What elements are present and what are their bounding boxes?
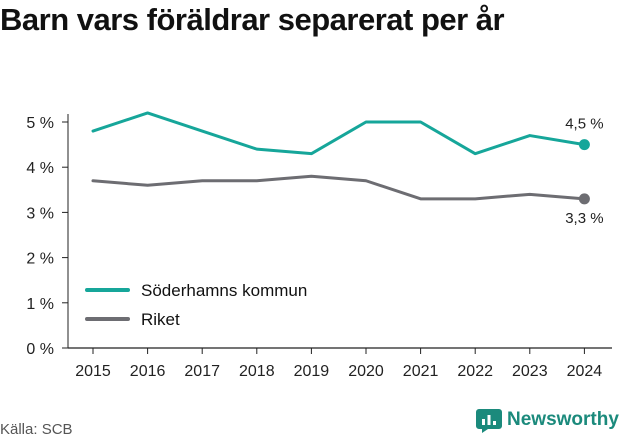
x-tick-label: 2021 xyxy=(403,363,439,380)
y-tick-label: 1 % xyxy=(26,296,54,313)
y-axis: 0 % 1 % 2 % 3 % 4 % 5 % xyxy=(26,114,69,358)
chart-title: Barn vars föräldrar separerat per år xyxy=(0,2,505,37)
source-note: Källa: SCB xyxy=(0,421,73,438)
series-layer: 4,5 % 3,3 % xyxy=(91,111,604,227)
series-end-label-1: 4,5 % xyxy=(565,116,603,133)
x-tick-label: 2015 xyxy=(75,363,111,380)
x-tick-label: 2020 xyxy=(348,363,384,380)
y-tick-label: 2 % xyxy=(26,251,54,268)
series-line-2 xyxy=(91,174,586,201)
legend-label-2: Riket xyxy=(141,310,180,329)
y-tick-label: 3 % xyxy=(26,205,54,222)
x-tick-label: 2016 xyxy=(130,363,166,380)
newsworthy-logo-icon xyxy=(476,409,502,433)
series-end-point-1 xyxy=(578,139,590,151)
x-tick-label: 2017 xyxy=(184,363,220,380)
x-axis: 2015 2016 2017 2018 2019 2020 2021 2022 2023 2024 xyxy=(68,347,612,380)
brand-logo[interactable]: Newsworthy xyxy=(476,407,619,433)
y-tick-label: 5 % xyxy=(26,115,54,132)
legend-label-1: Söderhamns kommun xyxy=(141,281,307,300)
series-end-point-2 xyxy=(578,193,590,205)
series-line-1 xyxy=(91,111,586,156)
y-tick-label: 4 % xyxy=(26,160,54,177)
x-tick-label: 2023 xyxy=(512,363,548,380)
x-tick-label: 2019 xyxy=(294,363,330,380)
x-tick-label: 2018 xyxy=(239,363,275,380)
series-end-label-2: 3,3 % xyxy=(565,210,603,227)
x-tick-label: 2022 xyxy=(457,363,493,380)
legend: Söderhamns kommun Riket xyxy=(85,281,307,329)
brand-name: Newsworthy xyxy=(507,409,619,430)
y-tick-label: 0 % xyxy=(26,341,54,358)
x-tick-label: 2024 xyxy=(567,363,603,380)
